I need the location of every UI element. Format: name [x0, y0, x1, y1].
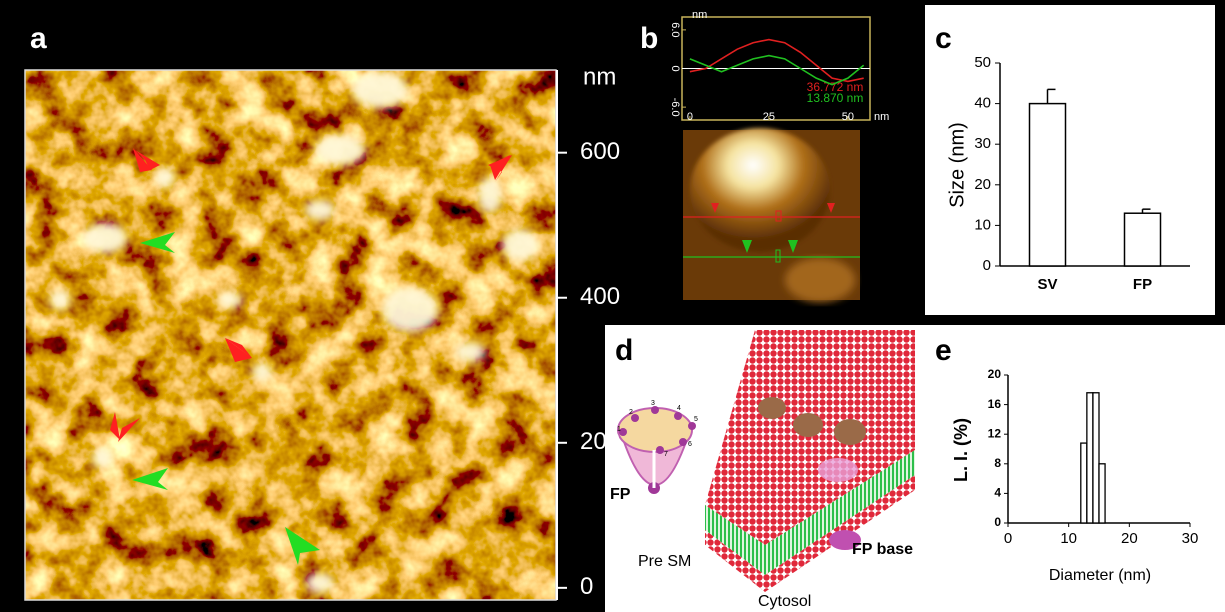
diagram-label: Pre SM — [638, 553, 691, 570]
legend-label: 13.870 nm — [807, 91, 864, 105]
x-axis-label: Diameter (nm) — [1049, 567, 1151, 584]
inset-number: 4 — [677, 405, 681, 412]
inset-number: 2 — [629, 409, 633, 416]
x-tick-label: FP — [1133, 276, 1152, 293]
y-tick-label: 600 — [580, 138, 620, 165]
y-tick-label: -6.0 — [669, 98, 681, 117]
inset-number: 1 — [617, 426, 621, 433]
x-tick-label: SV — [1037, 276, 1057, 293]
diagram-label: FP base — [852, 541, 913, 558]
afm-zoom-image — [683, 128, 860, 302]
histogram-bar — [1081, 443, 1087, 523]
y-tick-label: 400 — [580, 283, 620, 310]
inset-number: 6 — [688, 441, 692, 448]
y-unit: nm — [692, 9, 707, 21]
y-axis-label: L. I. (%) — [951, 418, 971, 482]
inset-number: 5 — [694, 416, 698, 423]
y-tick-label: 0 — [994, 515, 1001, 529]
x-tick-label: 20 — [1121, 530, 1138, 547]
y-tick-label: 200 — [580, 428, 620, 455]
histogram-bar — [1093, 393, 1099, 523]
x-tick-label: 10 — [1060, 530, 1077, 547]
x-tick-label: 25 — [763, 111, 775, 123]
bar — [1125, 213, 1161, 266]
diagram-label: Cytosol — [758, 593, 811, 610]
y-tick-label: 0 — [983, 257, 991, 274]
y-tick-label: 50 — [974, 54, 991, 71]
afm-image — [25, 70, 556, 600]
inset-number: 3 — [651, 400, 655, 407]
y-tick-label: 0 — [580, 573, 593, 600]
y-tick-label: 20 — [988, 367, 1002, 381]
x-tick-label: 30 — [1182, 530, 1199, 547]
histogram-bar — [1099, 464, 1105, 523]
panel-label: e — [935, 334, 952, 367]
y-axis-label: Size (nm) — [946, 122, 968, 208]
figure: abcdenm0200400600nmnm6.00-6.00255036.772… — [0, 0, 1225, 612]
panel-label: b — [640, 22, 658, 55]
y-tick-label: 30 — [974, 135, 991, 152]
y-tick-label: 0 — [669, 65, 681, 71]
panel-label: a — [30, 22, 47, 55]
y-tick-label: 4 — [994, 486, 1001, 500]
y-tick-label: 8 — [994, 456, 1001, 470]
page: abcdenm0200400600nmnm6.00-6.00255036.772… — [0, 0, 1225, 612]
x-tick-label: 0 — [687, 111, 693, 123]
histogram-bar — [1087, 393, 1093, 523]
y-tick-label: 20 — [974, 176, 991, 193]
x-tick-label: 0 — [1004, 530, 1012, 547]
y-tick-label: 10 — [974, 216, 991, 233]
y-tick-label: 16 — [988, 397, 1002, 411]
axis-unit: nm — [583, 63, 616, 90]
bar — [1030, 104, 1066, 266]
diagram-label: FP — [610, 486, 631, 503]
y-tick-label: 40 — [974, 95, 991, 112]
x-tick-label: 50 — [842, 111, 854, 123]
y-tick-label: 12 — [988, 426, 1002, 440]
x-unit: nm — [874, 111, 889, 123]
inset-number: 7 — [664, 451, 668, 458]
panel-c-background — [925, 5, 1215, 315]
panel-label: c — [935, 22, 952, 55]
panel-label: d — [615, 334, 633, 367]
y-tick-label: 6.0 — [669, 22, 681, 37]
